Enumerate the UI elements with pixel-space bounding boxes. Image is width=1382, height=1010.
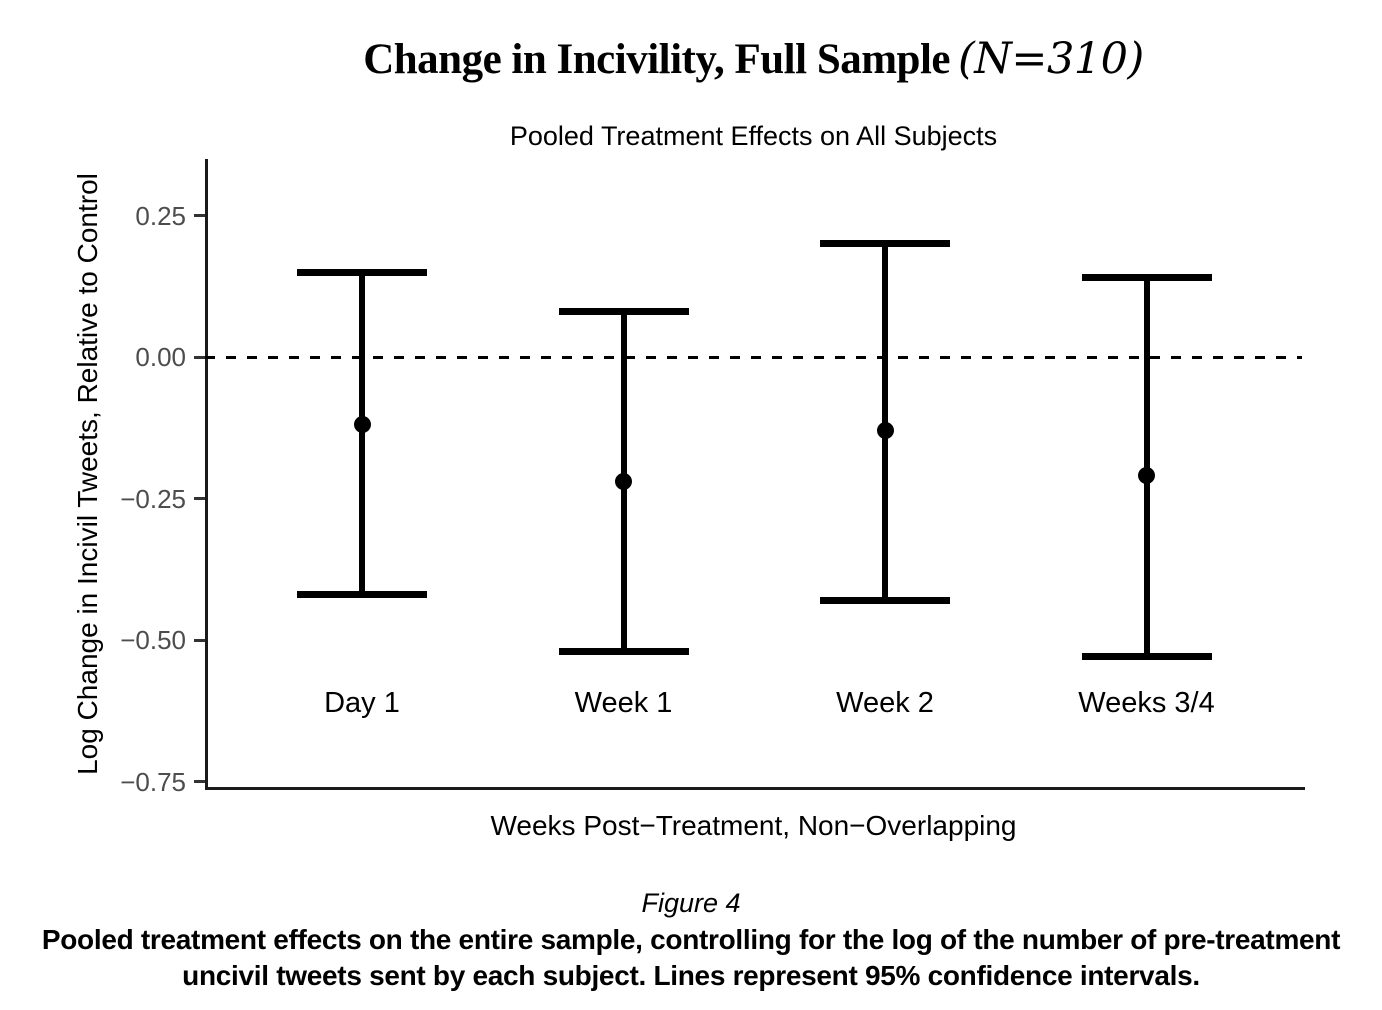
caption-line-1: Pooled treatment effects on the entire s… xyxy=(41,924,1341,955)
zero-reference-line xyxy=(205,356,1302,359)
y-tick-label: 0.00 xyxy=(135,342,186,372)
category-label: Week 2 xyxy=(836,687,934,719)
y-tick-label: −0.25 xyxy=(120,483,186,514)
y-tick-mark xyxy=(194,214,205,217)
estimate-point xyxy=(615,473,632,491)
y-tick-mark xyxy=(194,355,205,359)
category-label: Weeks 3/4 xyxy=(1078,687,1215,719)
chart-title-text: Change in Incivility, Full Sample xyxy=(363,36,951,83)
chart-subtitle: Pooled Treatment Effects on All Subjects xyxy=(509,121,998,151)
y-tick-mark xyxy=(194,638,205,642)
chart-title: Change in Incivility, Full Sample (N=310) xyxy=(205,34,1302,84)
y-tick-label: −0.75 xyxy=(120,766,186,797)
y-tick-label: −0.50 xyxy=(120,625,186,655)
errorbar-stem xyxy=(359,272,365,595)
errorbar-bottom-cap xyxy=(1081,653,1212,661)
figure-number-label: Figure 4 xyxy=(641,888,741,918)
x-axis-title: Weeks Post−Treatment, Non−Overlapping xyxy=(490,810,1017,841)
category-label: Week 1 xyxy=(574,687,673,719)
y-tick-mark xyxy=(194,497,205,500)
y-tick-label: 0.25 xyxy=(135,200,186,231)
errorbar-bottom-cap xyxy=(297,591,427,599)
estimate-point xyxy=(353,416,371,434)
estimate-point xyxy=(1138,467,1155,485)
plot-panel xyxy=(205,159,1305,790)
chart-title-sample-size: (N=310) xyxy=(958,34,1144,84)
figure-caption: Figure 4 Pooled treatment effects on the… xyxy=(0,886,1382,994)
estimate-point xyxy=(876,422,894,440)
caption-line-2: uncivil tweets sent by each subject. Lin… xyxy=(182,960,1200,991)
category-label: Day 1 xyxy=(324,687,400,719)
errorbar-bottom-cap xyxy=(558,647,689,655)
errorbar-bottom-cap xyxy=(820,596,950,604)
y-tick-mark xyxy=(194,780,205,783)
